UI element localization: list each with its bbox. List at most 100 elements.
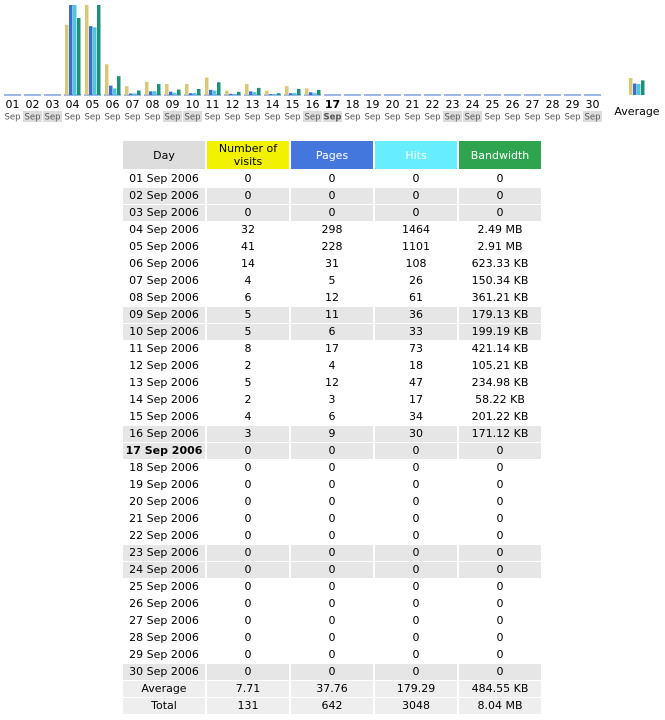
day-cell: 03 Sep 2006 bbox=[123, 205, 205, 221]
day-label: 12 bbox=[226, 98, 240, 111]
bar bbox=[265, 90, 269, 95]
day-cell: 08 Sep 2006 bbox=[123, 290, 205, 306]
value-cell: 0 bbox=[207, 460, 289, 476]
day-label: 24 bbox=[466, 98, 480, 111]
value-cell: 0 bbox=[291, 205, 373, 221]
bar bbox=[97, 5, 101, 95]
day-cell: 28 Sep 2006 bbox=[123, 630, 205, 646]
day-cell: 24 Sep 2006 bbox=[123, 562, 205, 578]
day-label: 07 bbox=[126, 98, 140, 111]
day-label: 02 bbox=[26, 98, 40, 111]
value-cell: 0 bbox=[459, 596, 541, 612]
value-cell: 0 bbox=[375, 596, 457, 612]
day-cell: 10 Sep 2006 bbox=[123, 324, 205, 340]
day-cell: 23 Sep 2006 bbox=[123, 545, 205, 561]
value-cell: 0 bbox=[291, 188, 373, 204]
month-label: Sep bbox=[204, 113, 220, 123]
value-cell: 0 bbox=[207, 511, 289, 527]
weekend-bg bbox=[163, 111, 182, 122]
total-cell: 131 bbox=[207, 698, 289, 714]
day-label: 27 bbox=[526, 98, 540, 111]
daily-chart: 01 Sep 02 Sep 03 Sep 04 Sep 05 Sep 06 Sep 07 Sep 08 Sep… bbox=[4, 5, 660, 123]
day-label: 25 bbox=[486, 98, 500, 111]
value-cell: 623.33 KB bbox=[459, 256, 541, 272]
value-cell: 5 bbox=[207, 324, 289, 340]
bar bbox=[169, 91, 173, 95]
average-cell: 7.71 bbox=[207, 681, 289, 697]
value-cell: 0 bbox=[291, 545, 373, 561]
weekend-bg bbox=[323, 111, 342, 122]
day-cell: 27 Sep 2006 bbox=[123, 613, 205, 629]
value-cell: 108 bbox=[375, 256, 457, 272]
month-label: Sep bbox=[44, 113, 60, 123]
value-cell: 6 bbox=[291, 409, 373, 425]
average-bar bbox=[637, 83, 641, 95]
value-cell: 228 bbox=[291, 239, 373, 255]
value-cell: 0 bbox=[375, 494, 457, 510]
value-cell: 2 bbox=[207, 358, 289, 374]
value-cell: 32 bbox=[207, 222, 289, 238]
value-cell: 0 bbox=[375, 664, 457, 680]
day-cell: 05 Sep 2006 bbox=[123, 239, 205, 255]
value-cell: 36 bbox=[375, 307, 457, 323]
day-label: 18 bbox=[346, 98, 360, 111]
day-label: 29 bbox=[566, 98, 580, 111]
weekend-bg bbox=[183, 111, 202, 122]
bar bbox=[177, 89, 181, 95]
value-cell: 0 bbox=[375, 205, 457, 221]
bar bbox=[225, 90, 229, 95]
value-cell: 0 bbox=[375, 171, 457, 187]
month-label: Sep bbox=[64, 113, 80, 123]
value-cell: 171.12 KB bbox=[459, 426, 541, 442]
value-cell: 0 bbox=[459, 443, 541, 459]
value-cell: 179.13 KB bbox=[459, 307, 541, 323]
value-cell: 61 bbox=[375, 290, 457, 306]
day-label: 16 bbox=[306, 98, 320, 111]
value-cell: 30 bbox=[375, 426, 457, 442]
value-cell: 0 bbox=[459, 477, 541, 493]
value-cell: 3 bbox=[291, 392, 373, 408]
day-cell: 20 Sep 2006 bbox=[123, 494, 205, 510]
value-cell: 1101 bbox=[375, 239, 457, 255]
bar bbox=[249, 91, 253, 95]
day-label: 20 bbox=[386, 98, 400, 111]
value-cell: 0 bbox=[459, 545, 541, 561]
weekend-bg bbox=[23, 111, 42, 122]
month-label: Sep bbox=[324, 113, 342, 123]
month-label: Sep bbox=[104, 113, 120, 123]
day-cell: 15 Sep 2006 bbox=[123, 409, 205, 425]
bar bbox=[185, 84, 189, 95]
bar bbox=[297, 88, 301, 95]
day-label: 05 bbox=[86, 98, 100, 111]
value-cell: 0 bbox=[291, 511, 373, 527]
value-cell: 12 bbox=[291, 290, 373, 306]
average-cell: 484.55 KB bbox=[459, 681, 541, 697]
header-cell: Bandwidth bbox=[459, 141, 541, 169]
month-label: Sep bbox=[284, 113, 300, 123]
value-cell: 0 bbox=[291, 579, 373, 595]
value-cell: 0 bbox=[291, 460, 373, 476]
day-cell: 13 Sep 2006 bbox=[123, 375, 205, 391]
day-cell: 26 Sep 2006 bbox=[123, 596, 205, 612]
value-cell: 0 bbox=[207, 188, 289, 204]
bar bbox=[145, 81, 149, 95]
day-cell: 21 Sep 2006 bbox=[123, 511, 205, 527]
bar bbox=[109, 85, 113, 95]
average-bar bbox=[633, 83, 637, 95]
bar bbox=[129, 93, 133, 95]
day-cell: 17 Sep 2006 bbox=[123, 443, 205, 459]
bar bbox=[77, 17, 81, 95]
value-cell: 0 bbox=[459, 511, 541, 527]
bar bbox=[237, 91, 241, 95]
month-label: Sep bbox=[464, 113, 480, 123]
value-cell: 0 bbox=[459, 171, 541, 187]
month-label: Sep bbox=[144, 113, 160, 123]
value-cell: 47 bbox=[375, 375, 457, 391]
average-label: Average bbox=[614, 105, 659, 118]
value-cell: 0 bbox=[375, 613, 457, 629]
day-cell: 16 Sep 2006 bbox=[123, 426, 205, 442]
value-cell: 199.19 KB bbox=[459, 324, 541, 340]
total-cell: 3048 bbox=[375, 698, 457, 714]
month-label: Sep bbox=[544, 113, 560, 123]
